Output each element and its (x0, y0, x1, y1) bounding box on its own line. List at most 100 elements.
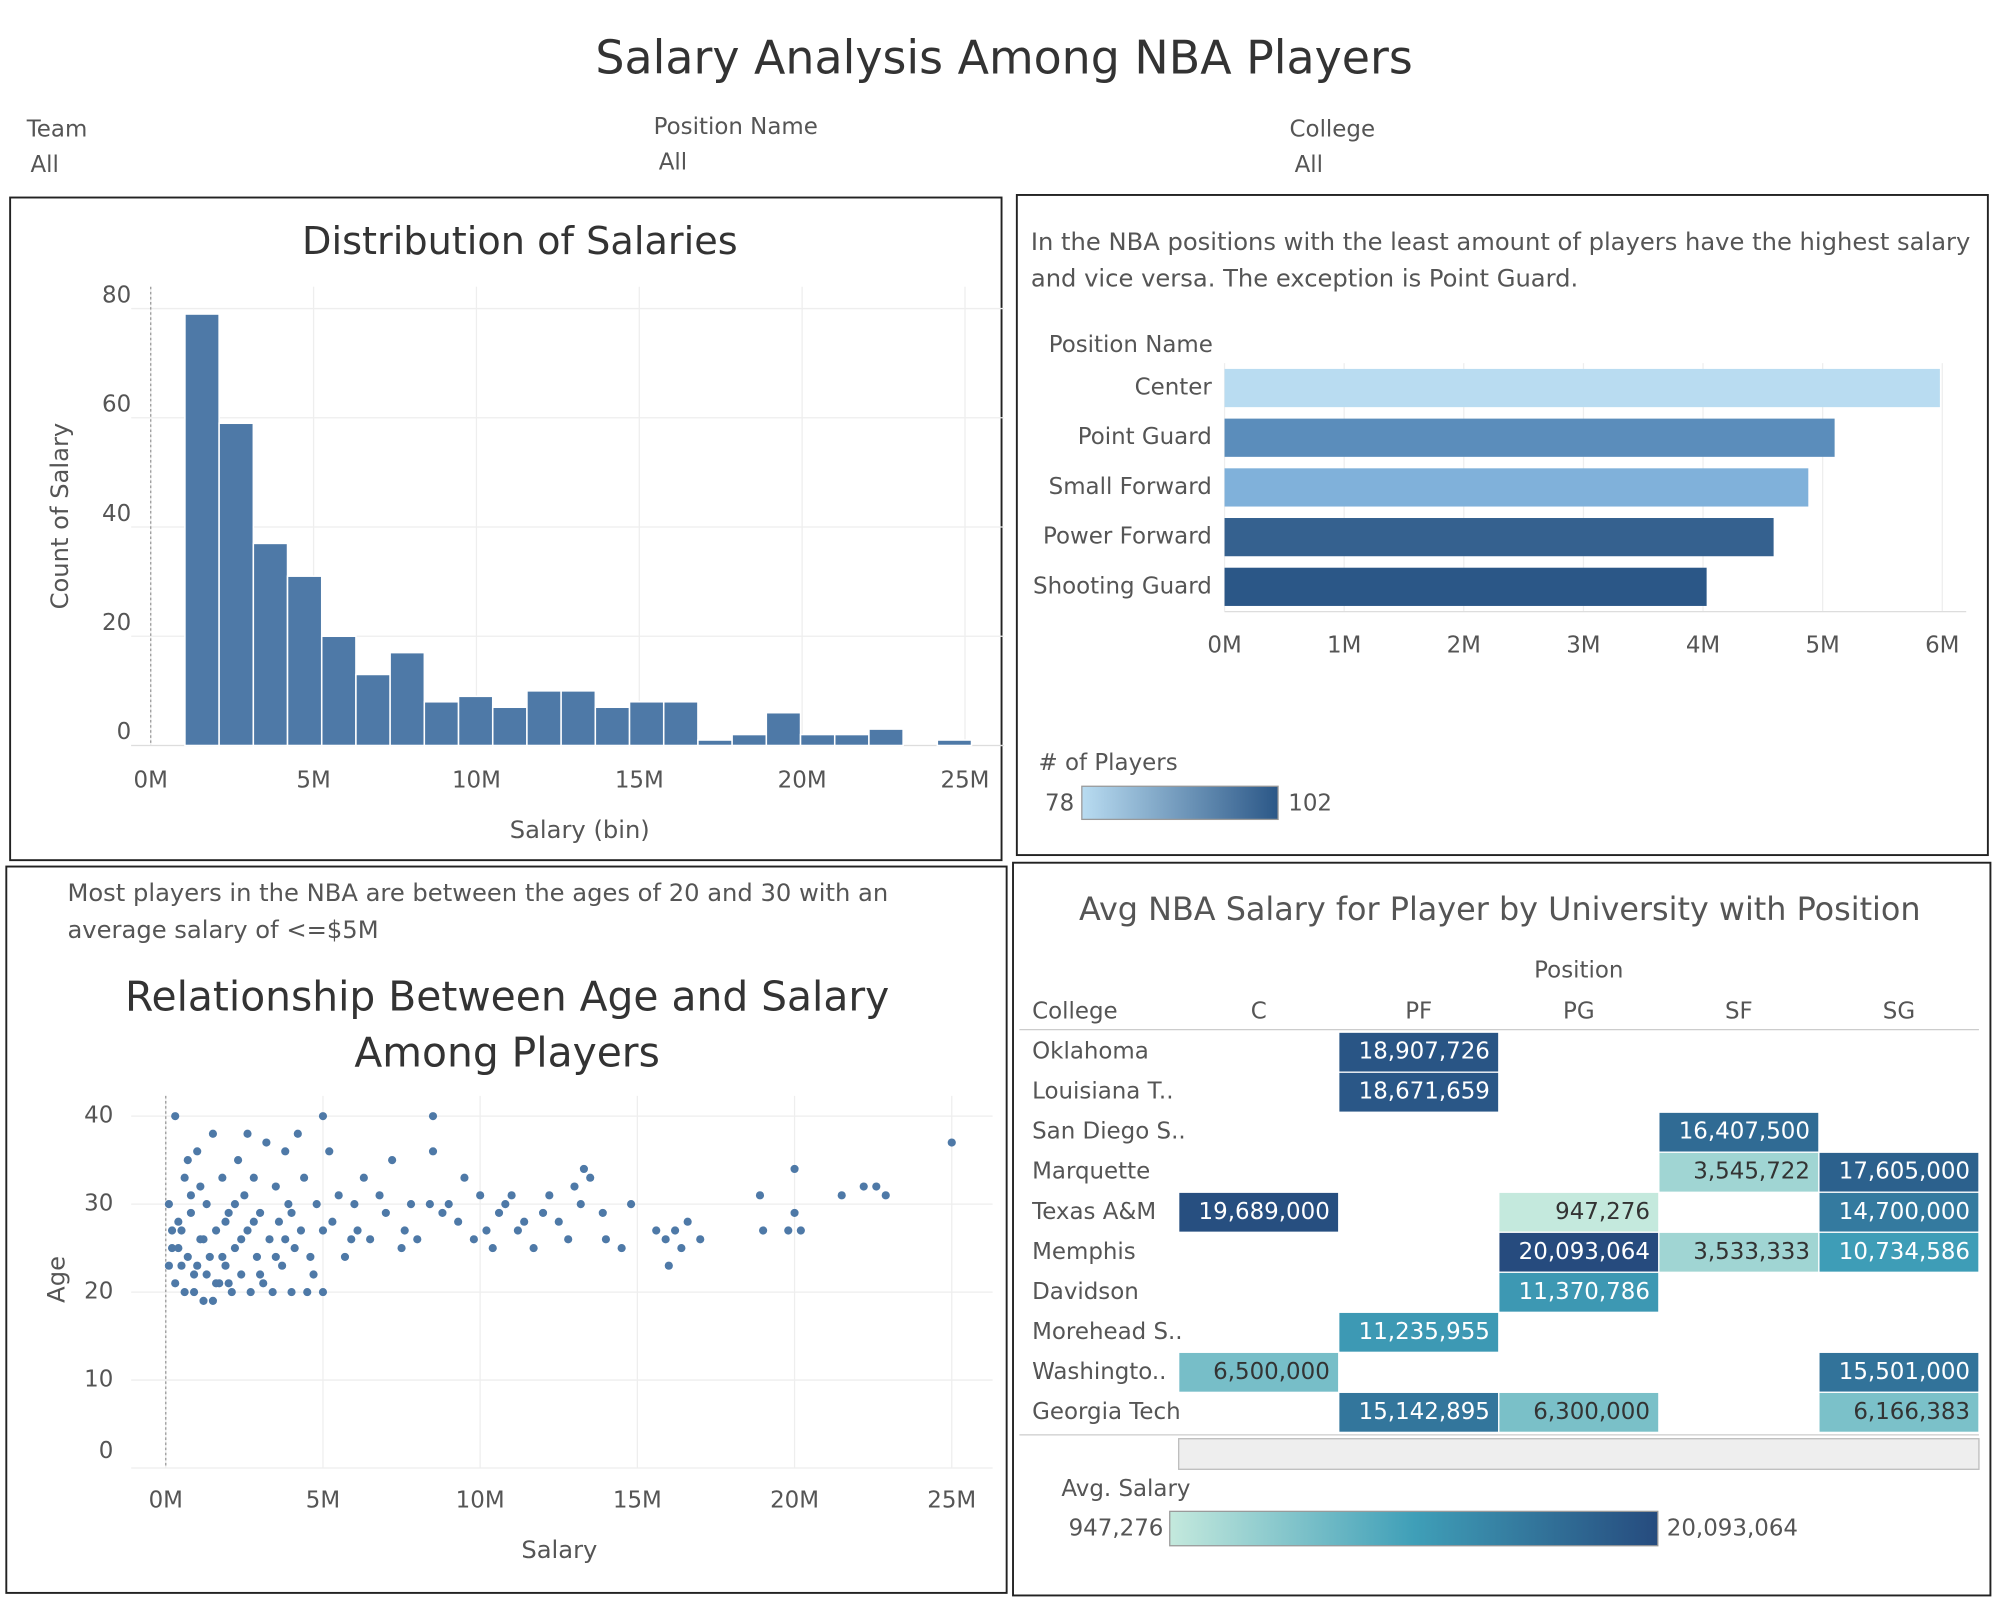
histogram-bar (218, 422, 255, 747)
scatter-point (271, 1182, 280, 1191)
cell-label: 947,276 (1555, 1199, 1650, 1225)
scatter-point (230, 1244, 240, 1253)
cell-label: 3,533,333 (1693, 1239, 1810, 1265)
scatter-point (564, 1235, 573, 1244)
x-tick-label: 10M (456, 1488, 505, 1514)
heatmap-cell (1178, 1351, 1340, 1393)
x-tick-label: 5M (306, 1488, 340, 1514)
y-tick-label: 10 (84, 1367, 113, 1393)
heatmap-cell (1818, 1351, 1980, 1393)
scatter-point (303, 1288, 312, 1297)
histogram-bar (423, 701, 460, 747)
scatter-point (576, 1200, 585, 1209)
scatter-point (268, 1288, 277, 1297)
scatter-point (579, 1164, 588, 1174)
scatter-point (183, 1252, 192, 1261)
heatmap-cell (1338, 1311, 1500, 1353)
scatter-point (243, 1226, 252, 1235)
x-tick-label: 25M (927, 1488, 976, 1514)
annotation-box: Most players in the NBA are between the … (67, 879, 888, 944)
filter-label: Team (26, 116, 88, 142)
scatter-point (671, 1226, 680, 1235)
scatter-point (224, 1279, 233, 1288)
column-label: C (1251, 998, 1267, 1024)
cell-label: 18,671,659 (1359, 1079, 1490, 1105)
scatter-point (859, 1182, 868, 1191)
scatter-point (617, 1244, 626, 1253)
column-label: SG (1883, 998, 1915, 1024)
panel-border (1015, 194, 1989, 857)
heatmap-cell (1818, 1231, 1980, 1273)
legend-gradient (1081, 785, 1279, 821)
bar (1224, 368, 1940, 408)
histogram-bar (320, 635, 357, 747)
legend-title: Avg. Salary (1061, 1476, 1190, 1502)
filter-value[interactable]: All (659, 150, 687, 176)
scatter-point (626, 1200, 636, 1209)
histogram-bar (799, 733, 836, 747)
scatter-point (259, 1279, 268, 1288)
x-tick-label: 6M (1925, 633, 1959, 659)
scatter-point (661, 1235, 670, 1244)
scatter-point (507, 1191, 516, 1200)
scatter-point (167, 1226, 177, 1235)
scatter-point (872, 1182, 881, 1191)
y-tick-label: 20 (84, 1279, 113, 1305)
scatter-point (180, 1173, 189, 1182)
x-tick-label: 5M (1805, 633, 1839, 659)
bar (1224, 518, 1774, 557)
scatter-point (281, 1235, 290, 1244)
scatter-point (406, 1200, 416, 1209)
filter-value[interactable]: All (31, 152, 59, 178)
scatter-point (381, 1208, 390, 1217)
scatter-point (256, 1208, 265, 1217)
heatmap-cell (1818, 1391, 1980, 1433)
scatter-point (246, 1288, 255, 1297)
row-label: Louisiana T.. (1032, 1079, 1173, 1105)
column-label: PG (1563, 998, 1595, 1024)
filter-value[interactable]: All (1295, 152, 1323, 178)
scatter-point (438, 1208, 447, 1217)
bar (1224, 567, 1707, 606)
scatter-point (208, 1296, 218, 1305)
y-tick-label: 30 (84, 1191, 113, 1217)
y-tick-label: 80 (102, 282, 131, 308)
scatter-point (318, 1288, 328, 1297)
heatmap-cell (1498, 1271, 1660, 1313)
cell-label: 17,605,000 (1839, 1159, 1970, 1185)
y-tick-label: Center (1135, 375, 1213, 401)
scatter-point (296, 1226, 306, 1235)
cell-label: 11,235,955 (1359, 1319, 1490, 1345)
histogram-bar (731, 733, 768, 747)
cell-label: 6,500,000 (1213, 1359, 1330, 1385)
row-header: College (1032, 998, 1118, 1024)
scatter-point (174, 1217, 183, 1226)
scatter-point (199, 1235, 208, 1244)
scatter-point (167, 1244, 177, 1253)
scatter-point (252, 1252, 262, 1261)
y-tick-label: 40 (102, 501, 131, 527)
y-tick-label: 0 (117, 719, 132, 745)
scatter-point (494, 1208, 504, 1217)
scatter-point (947, 1138, 956, 1147)
dashboard-title: Salary Analysis Among NBA Players (595, 31, 1412, 85)
scatter-point (586, 1173, 595, 1182)
scatter-point (183, 1156, 192, 1165)
scatter-point (218, 1252, 227, 1261)
row-label: Georgia Tech (1032, 1399, 1181, 1425)
scatter-point (413, 1235, 422, 1244)
cell-label: 6,300,000 (1533, 1399, 1650, 1425)
scatter-point (469, 1235, 478, 1244)
x-tick-label: 15M (615, 768, 664, 794)
scatter-point (177, 1261, 186, 1270)
cell-label: 16,407,500 (1679, 1119, 1810, 1145)
scatter-point (328, 1217, 337, 1226)
histogram-bar (868, 728, 904, 747)
scatter-point (284, 1200, 293, 1209)
x-axis-label: Salary (bin) (510, 816, 650, 844)
scatter-point (501, 1200, 510, 1209)
cell-label: 6,166,383 (1853, 1399, 1970, 1425)
histogram-bar (594, 706, 631, 747)
filter-label: College (1290, 116, 1376, 142)
heatmap-cell (1498, 1391, 1660, 1433)
